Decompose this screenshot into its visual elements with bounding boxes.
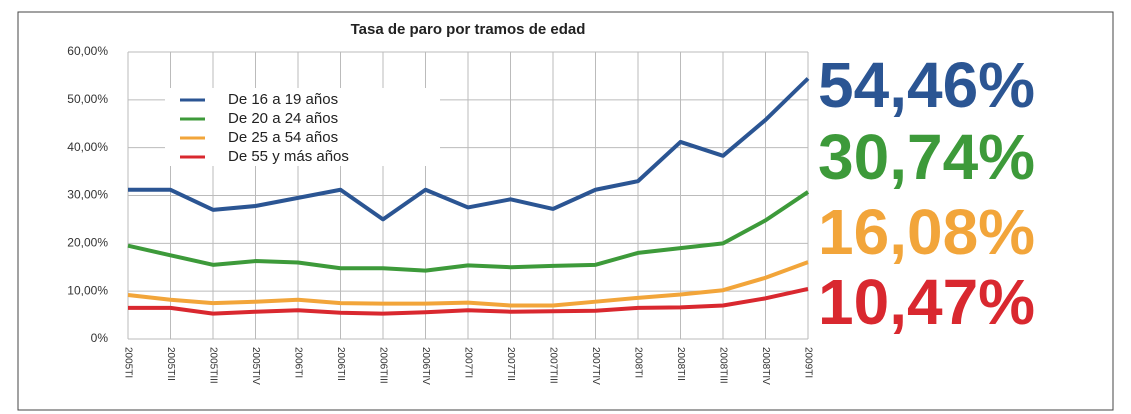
x-tick-label: 2009TI <box>802 347 813 378</box>
x-tick-label: 2008TII <box>675 347 686 381</box>
x-tick-label: 2007TI <box>462 347 473 378</box>
chart-title: Tasa de paro por tramos de edad <box>351 21 586 38</box>
x-tick-label: 2005TIII <box>207 347 218 384</box>
x-tick-label: 2008TIII <box>717 347 728 384</box>
frame <box>17 11 1114 411</box>
y-tick-label: 50,00% <box>67 92 108 106</box>
y-tick-label: 40,00% <box>67 140 108 154</box>
x-tick-label: 2006TII <box>335 347 346 381</box>
x-tick-label: 2005TI <box>122 347 133 378</box>
x-tick-label: 2008TIV <box>760 347 771 385</box>
series-line <box>128 286 809 316</box>
y-tick-label: 20,00% <box>67 236 108 250</box>
legend-label: De 55 y más años <box>228 148 349 165</box>
x-tick-label: 2005TIV <box>250 347 261 385</box>
legend-label: De 20 a 24 años <box>228 110 338 127</box>
series-line <box>127 190 810 273</box>
series-line <box>127 260 809 308</box>
x-tick-label: 2006TI <box>292 347 303 378</box>
legend-label: De 25 a 54 años <box>228 129 338 146</box>
x-tick-label: 2006TIII <box>377 347 388 384</box>
x-tick-label: 2007TIV <box>590 347 601 385</box>
y-tick-label: 10,00% <box>67 283 108 297</box>
legend-label: De 16 a 19 años <box>228 91 338 108</box>
x-tick-label: 2005TII <box>165 347 176 381</box>
end-value-label: 16,08% <box>818 196 1035 268</box>
x-tick-label: 2007TII <box>505 347 516 381</box>
y-tick-label: 60,00% <box>67 44 108 58</box>
x-tick-label: 2008TI <box>632 347 643 378</box>
end-value-label: 10,47% <box>818 266 1035 338</box>
legend-box <box>165 88 440 166</box>
end-value-label: 54,46% <box>818 49 1035 121</box>
y-tick-label: 30,00% <box>67 188 108 202</box>
y-tick-label: 0% <box>91 331 109 345</box>
series-line <box>128 77 810 222</box>
x-tick-label: 2007TIII <box>547 347 558 384</box>
x-tick-label: 2006TIV <box>420 347 431 385</box>
end-value-label: 30,74% <box>818 121 1035 193</box>
